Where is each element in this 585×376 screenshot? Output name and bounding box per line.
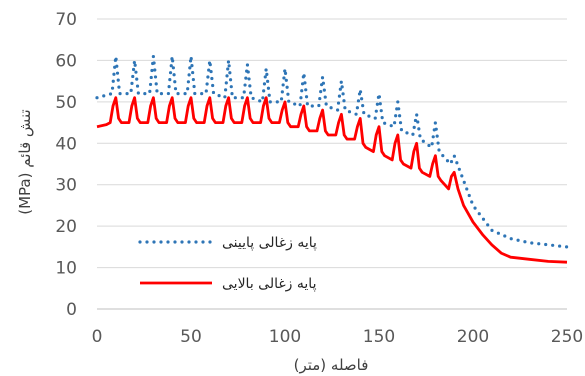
x-tick-label: 0: [92, 327, 103, 347]
x-tick-label: 150: [363, 327, 395, 347]
y-tick-label: 10: [55, 259, 77, 279]
y-tick-label: 70: [55, 10, 77, 30]
y-tick-labels: 0 10 20 30 40 50 60 70: [55, 10, 77, 320]
gridlines: [97, 18, 567, 269]
y-tick-label: 40: [55, 134, 77, 154]
y-axis-label: تنش قائم (MPa): [16, 109, 34, 215]
series-line-upper: [96, 96, 568, 264]
y-tick-label: 20: [55, 217, 77, 237]
x-tick-labels: 0 50 100 150 200 250: [92, 327, 584, 347]
x-tick-label: 250: [551, 327, 583, 347]
legend-label-lower: پایه زغالی پایینی: [222, 235, 317, 251]
y-tick-label: 50: [55, 93, 77, 113]
legend: پایه زغالی پایینی پایه زغالی بالایی: [138, 235, 317, 292]
x-tick-label: 100: [269, 327, 301, 347]
y-tick-label: 30: [55, 176, 77, 196]
series-layer: [95, 54, 569, 264]
series-line-lower: [95, 54, 569, 249]
y-tick-label: 60: [55, 51, 77, 71]
x-axis-label: فاصله (متر): [294, 356, 369, 374]
x-tick-label: 200: [457, 327, 489, 347]
y-tick-label: 0: [66, 300, 77, 320]
legend-label-upper: پایه زغالی بالایی: [222, 276, 317, 292]
x-tick-label: 50: [180, 327, 202, 347]
